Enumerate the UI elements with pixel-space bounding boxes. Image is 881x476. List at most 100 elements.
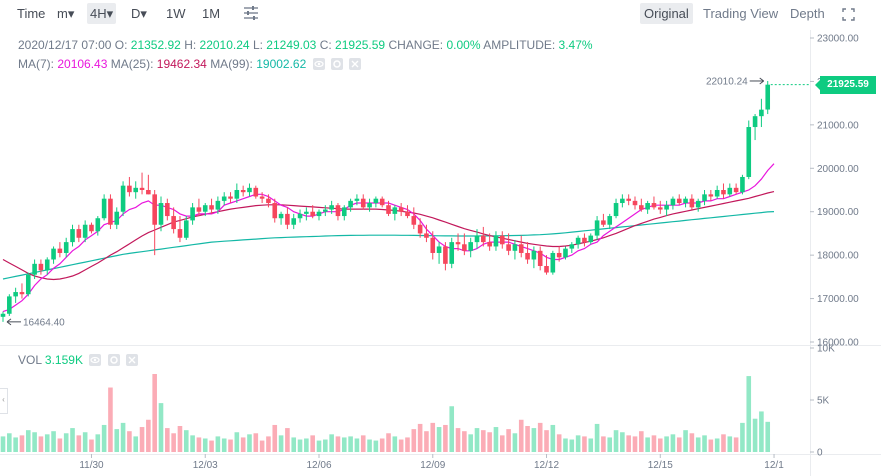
visibility-eye-icon[interactable] [89, 354, 102, 366]
price-tick-label: 18000.00 [817, 251, 859, 262]
candle-body [379, 198, 385, 206]
price-tick-label: 17000.00 [817, 294, 859, 305]
volume-bar [392, 436, 398, 452]
candle-body [670, 198, 676, 206]
candle-body [733, 187, 739, 193]
candle-body [468, 242, 473, 251]
fullscreen-icon[interactable] [842, 6, 855, 27]
volume-bar [752, 418, 758, 452]
candle-body [556, 252, 562, 258]
candle-body [196, 207, 202, 212]
candle-body [291, 218, 297, 225]
volume-bar [44, 434, 50, 452]
ohlc-datetime: 2020/12/17 07:00 [18, 38, 112, 52]
volume-bar [449, 406, 455, 452]
candle-body [493, 235, 499, 247]
volume-bar [165, 428, 170, 452]
candle-body [639, 205, 644, 210]
volume-bar [38, 436, 44, 452]
candle-body [506, 244, 511, 251]
volume-bar [108, 387, 113, 452]
volume-bar [563, 438, 568, 452]
candle-body [139, 187, 145, 190]
time-tick-label: 12/09 [420, 460, 445, 471]
minutes-dropdown[interactable]: m▾ [57, 6, 75, 21]
candle-body [657, 207, 663, 210]
candle-body [689, 198, 695, 208]
volume-bar [740, 422, 745, 452]
close-icon[interactable] [349, 58, 362, 70]
depth-button[interactable]: Depth [790, 6, 825, 21]
candle-body [537, 250, 543, 266]
chart-toolbar: Time m▾ 4H▾ D▾ 1W 1M Original Trading Vi… [0, 0, 881, 27]
candle-body [411, 216, 417, 225]
indicator-settings-icon[interactable] [243, 5, 259, 26]
candle-body [752, 116, 758, 128]
volume-bar [247, 434, 252, 452]
candle-body [158, 203, 164, 225]
volume-bar [32, 432, 37, 452]
original-view-button[interactable]: Original [640, 3, 693, 24]
settings-gear-icon[interactable] [330, 58, 343, 70]
volume-bar [645, 437, 650, 452]
settings-gear-icon[interactable] [107, 354, 120, 366]
interval-4h-dropdown[interactable]: 4H▾ [87, 3, 117, 24]
candle-body [455, 242, 461, 245]
candle-body [765, 84, 771, 110]
candle-body [259, 196, 265, 199]
volume-bar [664, 436, 669, 452]
month-button[interactable]: 1M [202, 6, 221, 21]
week-button[interactable]: 1W [166, 6, 186, 21]
candle-body [462, 244, 467, 251]
volume-bar [613, 430, 619, 452]
volume-bar [70, 428, 75, 452]
candle-body [278, 213, 284, 219]
volume-legend: VOL 3.159K [18, 353, 138, 367]
candle-body [304, 211, 309, 214]
volume-tick-label: 0 [817, 448, 823, 459]
volume-bar [550, 424, 556, 452]
tradingview-button[interactable]: Trading View [703, 6, 779, 21]
volume-bar [620, 432, 625, 452]
price-tick-label: 23000.00 [817, 34, 859, 45]
candle-body [114, 211, 120, 225]
volume-bar [430, 422, 436, 452]
candle-body [253, 187, 259, 197]
volume-bar [765, 421, 771, 452]
volume-bar [183, 430, 189, 452]
volume-bar [424, 431, 429, 452]
candle-body [341, 207, 347, 217]
volume-bar [139, 427, 145, 452]
volume-bar [278, 435, 284, 452]
candle-body [740, 176, 745, 193]
volume-bar [285, 428, 290, 452]
scroll-left-handle[interactable]: ‹ [0, 388, 8, 414]
low-label: L: [252, 38, 263, 52]
visibility-eye-icon[interactable] [312, 58, 325, 70]
day-dropdown[interactable]: D▾ [131, 6, 147, 21]
volume-bar [582, 436, 587, 452]
volume-bar [190, 435, 195, 452]
candle-body [70, 229, 75, 243]
candle-body [221, 196, 227, 201]
candle-body [247, 187, 252, 193]
candle-body [329, 205, 334, 210]
time-tick-label: 12/03 [193, 460, 218, 471]
volume-bar [316, 440, 322, 452]
volume-tick-label: 10K [817, 344, 835, 355]
candle-body [32, 263, 37, 275]
ma99-value: 19002.62 [256, 57, 307, 71]
ma99-label: MA(99): [210, 57, 253, 71]
high-label: H: [184, 38, 197, 52]
close-value: 21925.59 [335, 38, 386, 52]
candle-body [430, 237, 436, 253]
candle-body [335, 205, 341, 217]
time-button[interactable]: Time [17, 6, 46, 21]
candle-body [569, 244, 575, 249]
candle-body [323, 209, 328, 212]
volume-bar [733, 437, 739, 452]
candle-body [645, 203, 650, 210]
vol-value: 3.159K [44, 353, 83, 367]
close-icon[interactable] [126, 354, 138, 366]
